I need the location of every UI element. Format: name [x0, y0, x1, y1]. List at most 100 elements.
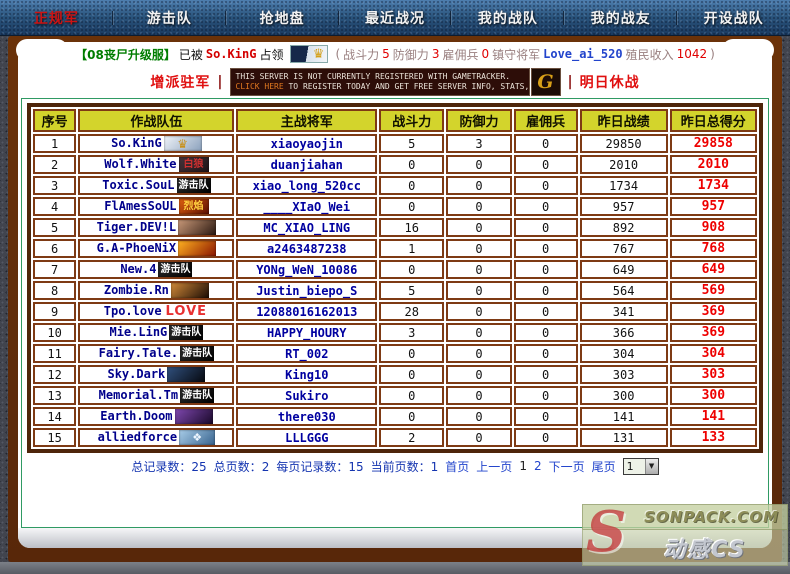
cell-mercenary: 0 — [513, 386, 578, 405]
stat-power-label: 战斗力 — [343, 47, 380, 62]
nav-item-create-team[interactable]: 开设战队 — [703, 10, 764, 27]
page-select-dropdown[interactable]: 1 ▼ — [622, 457, 659, 475]
first-page-link[interactable]: 首页 — [445, 459, 470, 474]
cell-power: 5 — [379, 134, 445, 153]
server-name: 【08丧尸升级服】 — [75, 47, 176, 62]
cell-team: alliedforce ❖ — [78, 428, 235, 447]
reinforce-garrison-link[interactable]: 增派驻军 — [150, 75, 211, 91]
team-name: alliedforce — [97, 430, 178, 444]
banner-separator-left: | — [217, 74, 223, 90]
table-row: 10 Mie.LinG 游击队 HAPPY_HOURY 3 0 0 366 369 — [33, 323, 757, 342]
per-page-value: 15 — [348, 459, 364, 474]
cell-defense: 0 — [446, 386, 512, 405]
cell-yesterday-total: 2010 — [669, 155, 757, 174]
col-header-defense: 防御力 — [446, 109, 512, 132]
nav-item-my-team[interactable]: 我的战队 — [451, 0, 565, 35]
cell-yesterday-score: 1734 — [579, 176, 668, 195]
cell-no: 5 — [33, 218, 77, 237]
crown-icon: ♛ — [290, 45, 329, 63]
cell-general: a2463487238 — [236, 239, 378, 258]
cell-no: 14 — [33, 407, 77, 426]
cell-yesterday-total: 141 — [669, 407, 757, 426]
nav-item-guerrilla[interactable]: 游击队 — [113, 0, 226, 35]
prev-page-link[interactable]: 上一页 — [476, 459, 513, 474]
next-page-link[interactable]: 下一页 — [548, 459, 585, 474]
table-row: 7 New.4 游击队 YONg_WeN_10086 0 0 0 649 649 — [33, 260, 757, 279]
cell-team: Toxic.SouL 游击队 — [78, 176, 235, 195]
team-table-body: 1 So.KinG ♛ xiaoyaojin 5 3 0 29850 29858 … — [33, 134, 757, 447]
cell-yesterday-score: 366 — [579, 323, 668, 342]
stat-power-value: 5 — [382, 47, 390, 61]
cell-yesterday-score: 564 — [579, 281, 668, 300]
stat-mercenary-label: 雇佣兵 — [442, 47, 479, 62]
team-name: So.KinG — [111, 136, 162, 150]
table-row: 9 Tpo.love LOVE 12088016162013 28 0 0 341… — [33, 302, 757, 321]
team-badge-icon — [174, 409, 213, 424]
occupied-prefix: 已被 — [178, 47, 203, 62]
stat-defense-label: 防御力 — [392, 47, 429, 62]
cell-team: G.A-PhoeNiX — [78, 239, 235, 258]
cell-general: duanjiahan — [236, 155, 378, 174]
cell-general: Justin_biepo_S — [236, 281, 378, 300]
table-row: 11 Fairy.Tale. 游击队 RT_002 0 0 0 304 304 — [33, 344, 757, 363]
table-row: 14 Earth.Doom there030 0 0 0 141 141 — [33, 407, 757, 426]
cell-yesterday-score: 957 — [579, 197, 668, 216]
cell-team: Wolf.White 白狼 — [78, 155, 235, 174]
cell-general: LLLGGG — [236, 428, 378, 447]
page-number-1[interactable]: 1 — [519, 459, 527, 473]
team-badge-icon: LOVE — [163, 304, 210, 319]
gametracker-logo-icon[interactable]: G — [530, 68, 561, 96]
banner-row: 增派驻军 | THIS SERVER IS NOT CURRENTLY REGI… — [18, 66, 772, 98]
table-row: 2 Wolf.White 白狼 duanjiahan 0 0 0 2010 201… — [33, 155, 757, 174]
cell-mercenary: 0 — [513, 218, 578, 237]
server-status-bar: 【08丧尸升级服】 已被 So.KinG 占领 ♛ ( 战斗力 5 防御力 3 雇佣… — [18, 42, 772, 66]
cell-team: Tiger.DEV!L — [78, 218, 235, 237]
gametracker-banner[interactable]: THIS SERVER IS NOT CURRENTLY REGISTERED … — [229, 68, 530, 96]
cell-no: 1 — [33, 134, 77, 153]
cell-power: 0 — [379, 344, 445, 363]
cell-yesterday-score: 767 — [579, 239, 668, 258]
cell-no: 4 — [33, 197, 77, 216]
team-name: Mie.LinG — [109, 325, 168, 339]
cell-no: 6 — [33, 239, 77, 258]
cell-team: Sky.Dark — [78, 365, 235, 384]
gametracker-banner-line1: THIS SERVER IS NOT CURRENTLY REGISTERED … — [235, 72, 511, 81]
col-header-team: 作战队伍 — [78, 109, 235, 132]
team-name: New.4 — [120, 262, 157, 276]
col-header-power: 战斗力 — [379, 109, 445, 132]
cell-no: 3 — [33, 176, 77, 195]
team-badge-icon — [178, 220, 217, 235]
cell-yesterday-score: 29850 — [579, 134, 668, 153]
cell-general: there030 — [236, 407, 378, 426]
team-name: FlAmesSoUL — [104, 199, 177, 213]
nav-item-regular-army[interactable]: 正规军 — [0, 0, 113, 35]
team-ranking-table: 序号 作战队伍 主战将军 战斗力 防御力 雇佣兵 昨日战绩 昨日总得分 1 So… — [27, 103, 763, 453]
last-page-link[interactable]: 尾页 — [591, 459, 616, 474]
cell-general: MC_XIAO_LING — [236, 218, 378, 237]
team-name: Earth.Doom — [100, 409, 173, 423]
cell-yesterday-score: 300 — [579, 386, 668, 405]
cell-yesterday-total: 768 — [669, 239, 757, 258]
chevron-down-icon[interactable]: ▼ — [644, 458, 658, 474]
col-header-general: 主战将军 — [236, 109, 378, 132]
cell-general: xiao_long_520cc — [236, 176, 378, 195]
click-here-link[interactable]: CLICK HERE — [235, 82, 284, 91]
cell-no: 9 — [33, 302, 77, 321]
nav-item-grab-territory[interactable]: 抢地盘 — [226, 0, 339, 35]
cell-general: HAPPY_HOURY — [236, 323, 378, 342]
nav-item-my-comrades[interactable]: 我的战友 — [564, 0, 678, 35]
cell-yesterday-score: 892 — [579, 218, 668, 237]
cell-power: 1 — [379, 239, 445, 258]
cell-power: 0 — [379, 407, 445, 426]
cell-mercenary: 0 — [513, 365, 578, 384]
cell-defense: 0 — [446, 428, 512, 447]
cell-power: 0 — [379, 197, 445, 216]
nav-item-recent-battles[interactable]: 最近战况 — [339, 0, 452, 35]
cell-yesterday-score: 304 — [579, 344, 668, 363]
cell-defense: 0 — [446, 176, 512, 195]
cell-yesterday-score: 131 — [579, 428, 668, 447]
cell-no: 13 — [33, 386, 77, 405]
stat-defense-value: 3 — [431, 47, 440, 61]
page-number-2[interactable]: 2 — [533, 459, 542, 473]
page-select-value: 1 — [626, 459, 634, 473]
